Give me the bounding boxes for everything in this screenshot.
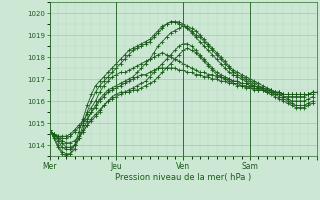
- X-axis label: Pression niveau de la mer( hPa ): Pression niveau de la mer( hPa ): [115, 173, 251, 182]
